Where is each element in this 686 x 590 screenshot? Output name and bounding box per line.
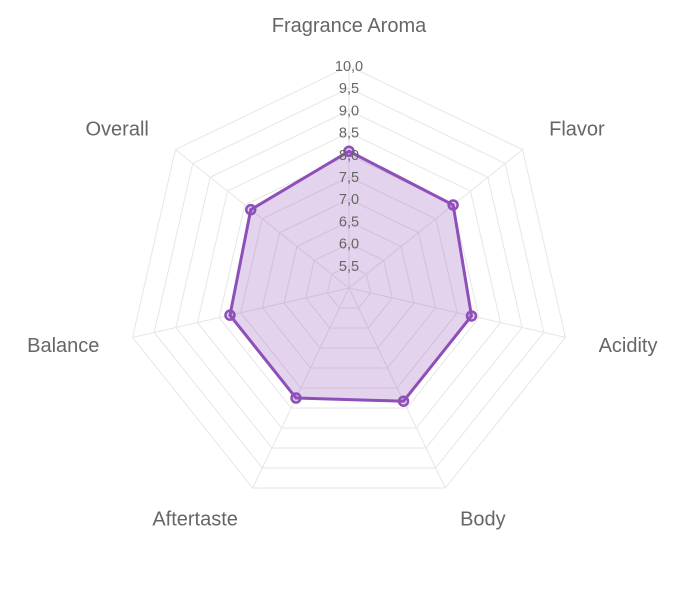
data-point-3[interactable] <box>397 395 410 407</box>
grid-ring-2 <box>283 220 415 349</box>
tick-label-1: 6,0 <box>339 237 359 253</box>
grid-spoke-3 <box>348 287 446 489</box>
axis-label-aftertaste: Aftertaste <box>152 509 238 531</box>
grid-ring-9 <box>132 65 566 489</box>
grid-ring-3 <box>261 198 437 369</box>
tick-label-6: 8,5 <box>339 126 359 142</box>
grid-spoke-1 <box>348 149 523 289</box>
tick-label-5: 8,0 <box>339 148 359 164</box>
axis-label-fragrance-aroma: Fragrance Aroma <box>272 15 427 37</box>
data-point-6[interactable] <box>245 203 257 216</box>
grid-ring-1 <box>305 243 393 329</box>
tick-label-4: 7,5 <box>339 170 359 186</box>
grid-spoke-5 <box>132 287 350 338</box>
grid-spoke-4 <box>252 287 350 489</box>
grid-ring-8 <box>153 87 545 469</box>
grid-spoke-2 <box>348 287 566 338</box>
data-point-2[interactable] <box>465 310 478 322</box>
grid-ring-7 <box>175 109 523 449</box>
axis-label-body: Body <box>460 509 506 531</box>
data-point-4[interactable] <box>290 392 302 404</box>
axis-label-flavor: Flavor <box>549 118 605 140</box>
tick-label-2: 6,5 <box>339 214 359 230</box>
grid-ring-0 <box>326 265 372 309</box>
axis-label-overall: Overall <box>85 118 148 140</box>
data-point-1[interactable] <box>447 199 459 211</box>
data-point-5[interactable] <box>224 309 236 321</box>
axis-label-balance: Balance <box>27 335 99 357</box>
data-point-0[interactable] <box>343 145 355 157</box>
tick-label-8: 9,5 <box>339 81 359 97</box>
tick-label-7: 9,0 <box>339 103 359 119</box>
axis-label-acidity: Acidity <box>599 335 658 357</box>
grid-ring-6 <box>196 132 502 429</box>
tick-label-3: 7,0 <box>339 192 359 208</box>
grid-ring-4 <box>240 176 458 389</box>
tick-label-9: 10,0 <box>335 59 363 75</box>
tick-label-0: 5,5 <box>339 259 359 275</box>
grid-spoke-6 <box>175 149 350 289</box>
series-area-0 <box>228 149 474 403</box>
